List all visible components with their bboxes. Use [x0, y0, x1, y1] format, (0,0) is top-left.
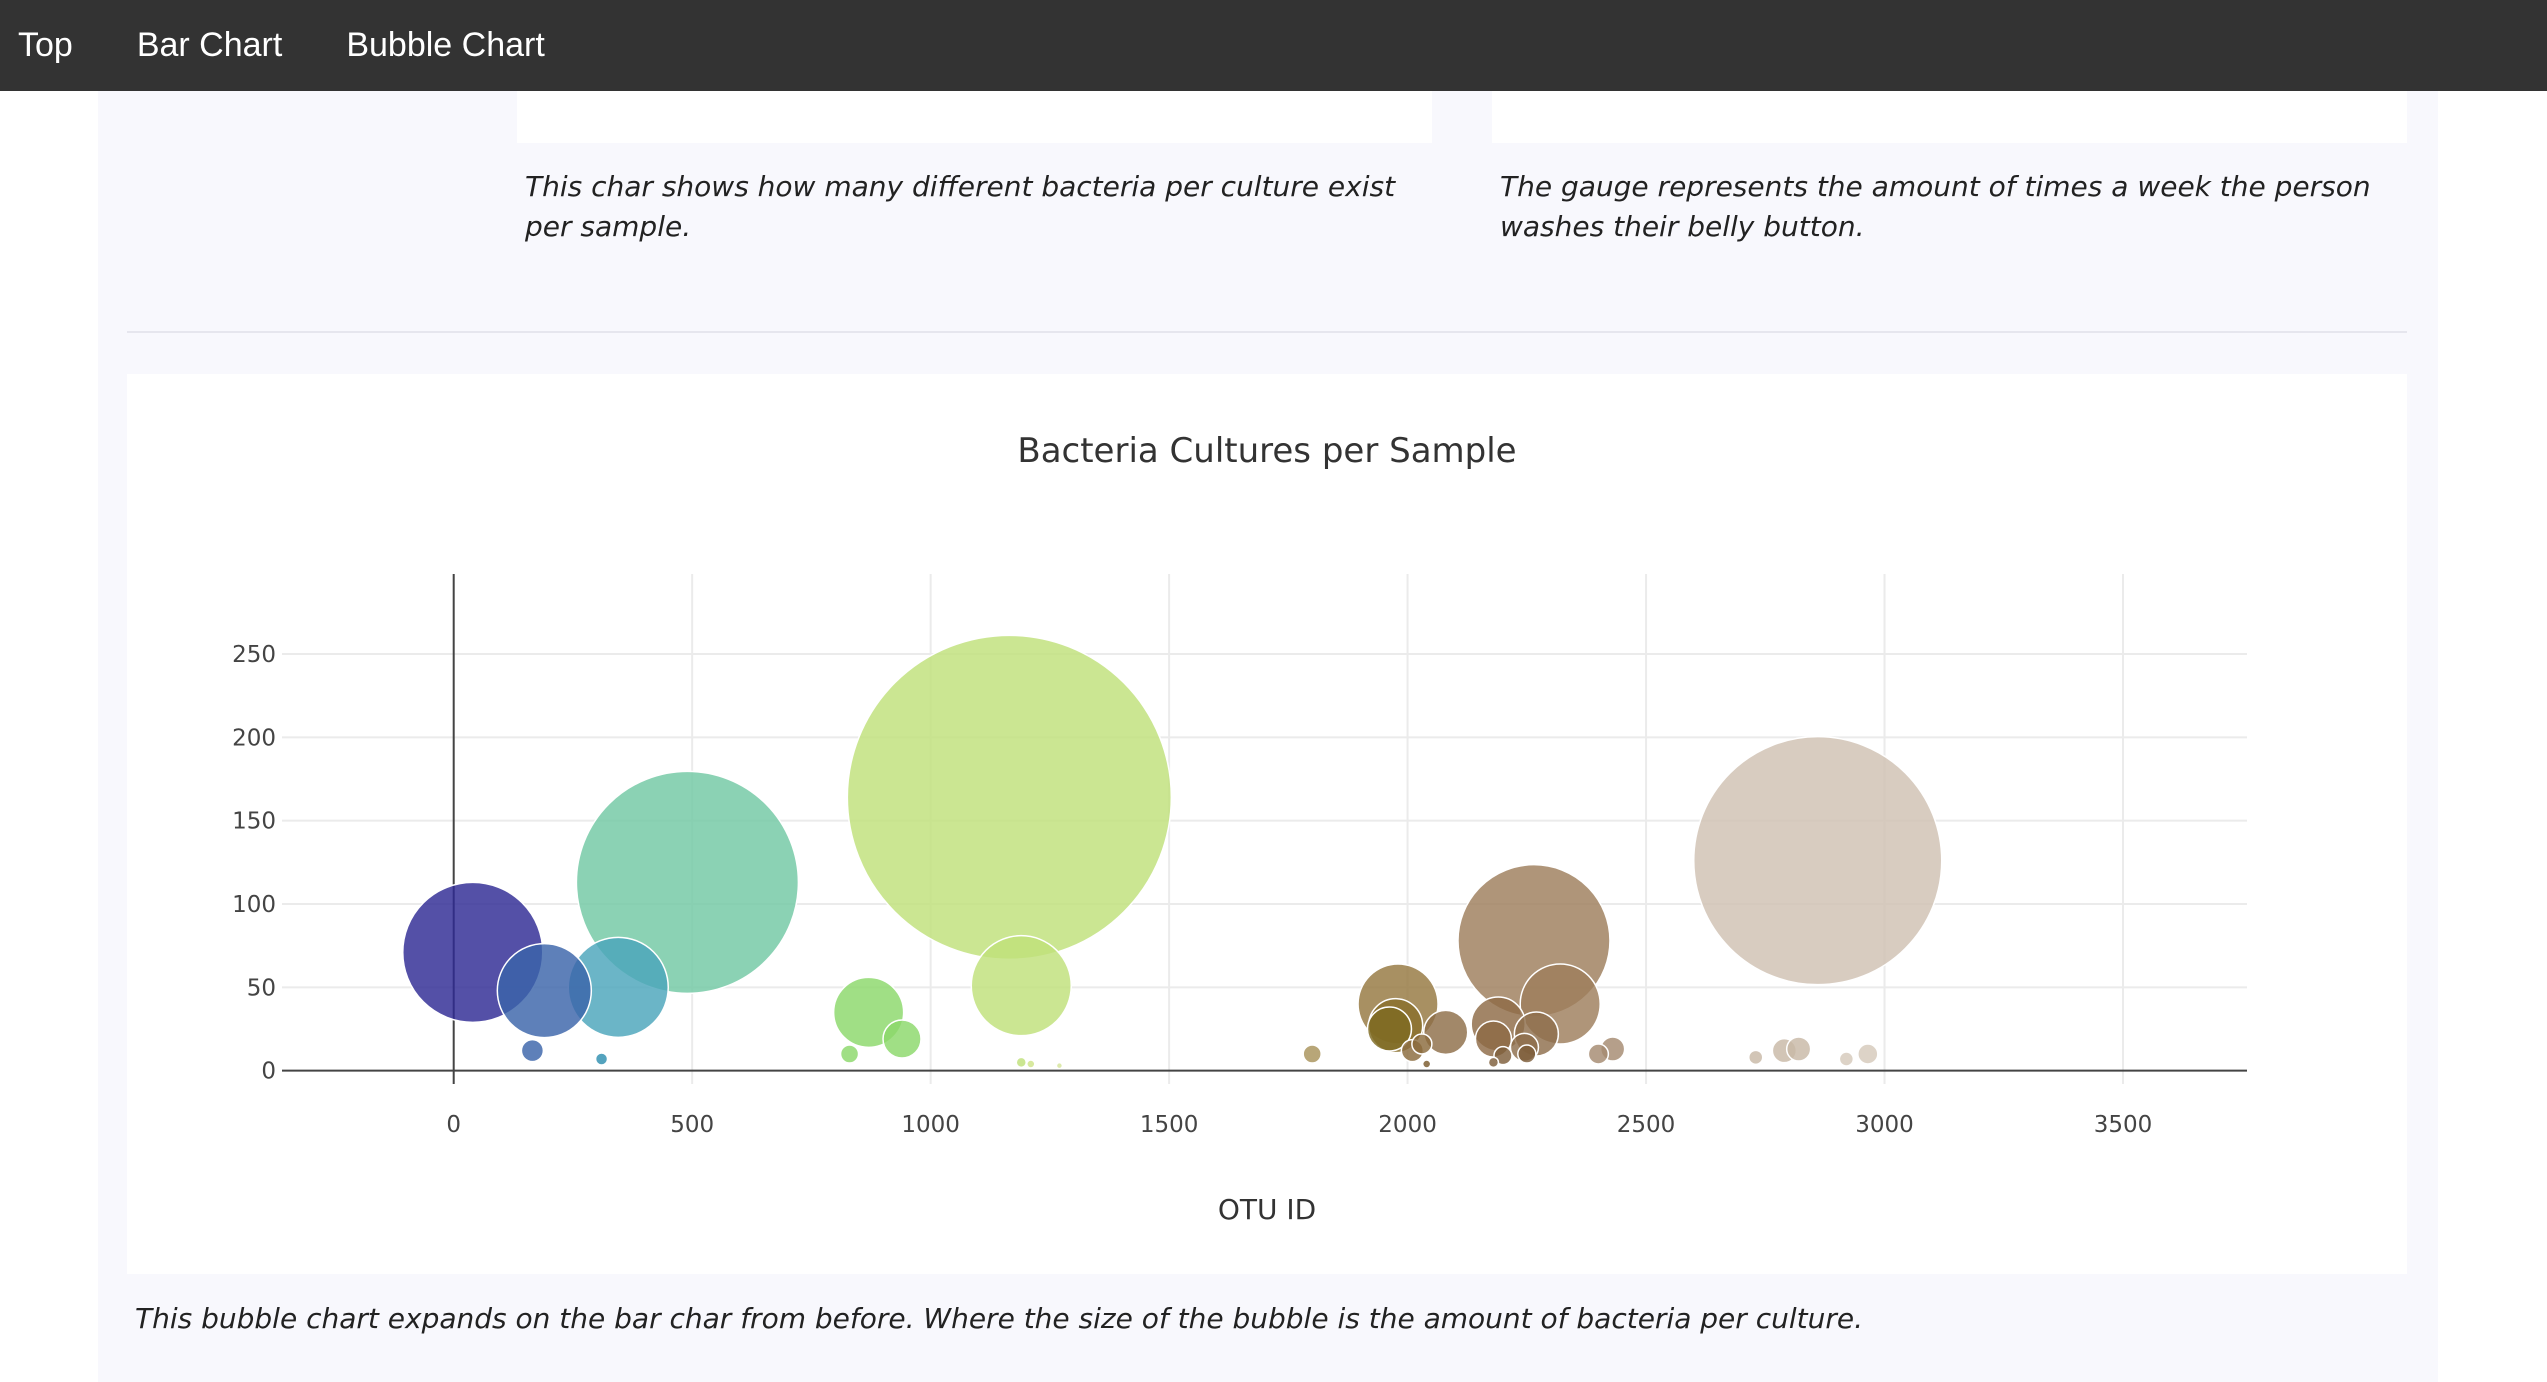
x-tick-label: 0: [446, 1112, 461, 1138]
x-tick-label: 1000: [901, 1112, 960, 1138]
bubble-point[interactable]: [496, 942, 593, 1039]
bubble-chart-caption: This bubble chart expands on the bar cha…: [135, 1302, 1863, 1335]
y-tick-label: 100: [232, 892, 276, 918]
chart-labels: Bacteria Cultures per Sample OTU ID 0 500…: [232, 431, 2152, 1226]
bubble-point[interactable]: [846, 634, 1173, 961]
section-divider: [127, 331, 2407, 333]
bubble-point[interactable]: [1517, 1044, 1537, 1064]
x-axis-title: OTU ID: [1218, 1193, 1316, 1226]
nav-link-bar-chart[interactable]: Bar Chart: [136, 26, 283, 64]
bubble-point[interactable]: [1422, 1009, 1469, 1056]
bubble-point[interactable]: [882, 1019, 922, 1059]
y-tick-label: 150: [232, 809, 276, 835]
bubble-point[interactable]: [594, 1052, 609, 1066]
bubble-point[interactable]: [1015, 1056, 1028, 1069]
bubble-series: [402, 634, 1943, 1070]
x-tick-label: 500: [670, 1112, 714, 1138]
y-tick-label: 0: [261, 1059, 276, 1085]
x-tick-label: 3500: [2094, 1112, 2153, 1138]
bubble-point[interactable]: [1785, 1036, 1812, 1062]
y-tick-label: 200: [232, 725, 276, 751]
top-navbar: Top Bar Chart Bubble Chart: [0, 0, 2547, 91]
x-tick-label: 2500: [1617, 1112, 1676, 1138]
bubble-point[interactable]: [575, 770, 800, 995]
bubble-point[interactable]: [1366, 1006, 1413, 1052]
bubble-point[interactable]: [1693, 735, 1943, 986]
bar-chart-card: [517, 91, 1432, 143]
bubble-point[interactable]: [1487, 1056, 1500, 1069]
bubble-point[interactable]: [1055, 1061, 1064, 1070]
y-tick-label: 250: [232, 642, 276, 668]
bubble-chart[interactable]: Bacteria Cultures per Sample OTU ID 0 500…: [127, 374, 2407, 1274]
gauge-chart-card: [1492, 91, 2407, 143]
bar-chart-caption: This char shows how many different bacte…: [525, 170, 1396, 243]
x-tick-label: 1500: [1140, 1112, 1199, 1138]
bubble-point[interactable]: [970, 934, 1073, 1037]
bubble-point[interactable]: [1587, 1043, 1610, 1065]
bubble-point[interactable]: [1411, 1033, 1433, 1055]
bubble-point[interactable]: [1026, 1059, 1036, 1069]
bubble-point[interactable]: [520, 1038, 545, 1063]
nav-link-bubble-chart[interactable]: Bubble Chart: [346, 26, 545, 64]
bubble-point[interactable]: [1838, 1051, 1855, 1067]
chart-title: Bacteria Cultures per Sample: [1017, 431, 1516, 471]
x-tick-label: 3000: [1855, 1112, 1914, 1138]
bubble-point[interactable]: [1748, 1049, 1764, 1066]
bubble-point[interactable]: [1421, 1059, 1432, 1069]
gauge-caption: The gauge represents the amount of times…: [1500, 170, 2371, 243]
x-tick-label: 2000: [1378, 1112, 1437, 1138]
bubble-point[interactable]: [1857, 1043, 1879, 1065]
bubble-chart-card: Bacteria Cultures per Sample OTU ID 0 500…: [127, 374, 2407, 1274]
bubble-point[interactable]: [839, 1044, 860, 1064]
y-tick-label: 50: [247, 975, 276, 1001]
bubble-point[interactable]: [1302, 1044, 1322, 1064]
nav-link-top[interactable]: Top: [18, 26, 73, 64]
